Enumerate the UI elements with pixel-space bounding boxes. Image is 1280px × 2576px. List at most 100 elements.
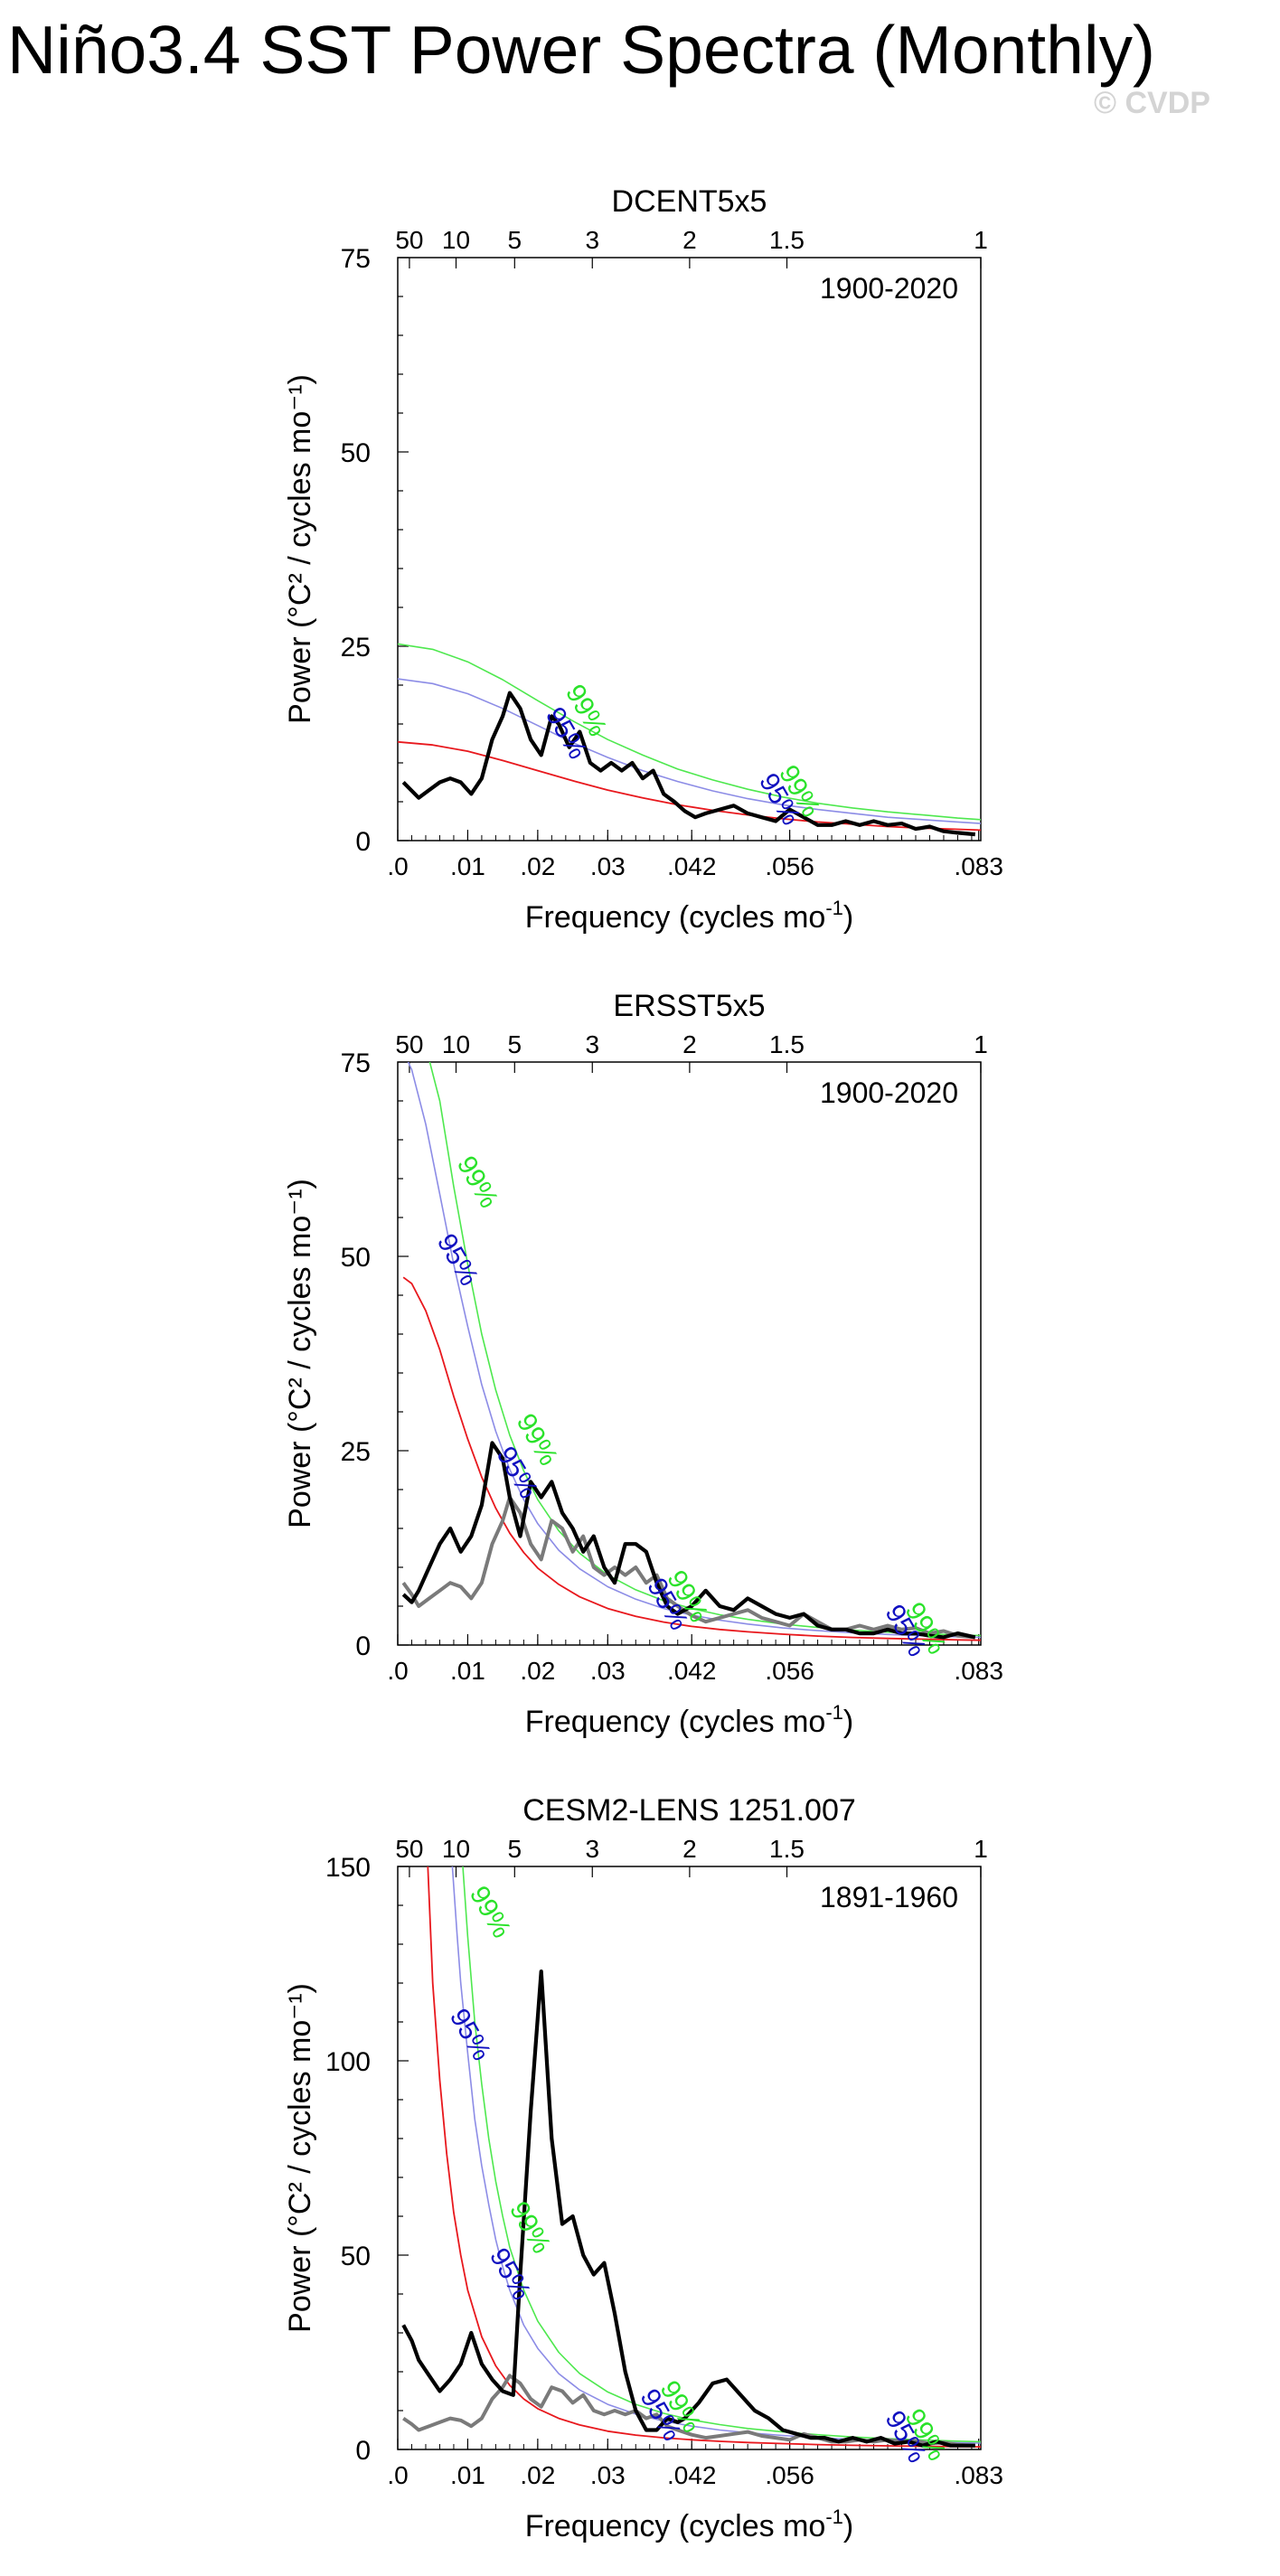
x-tick-label: .042 (667, 852, 717, 880)
x-tick-label: .01 (450, 852, 485, 880)
y-tick-label: 25 (341, 1437, 371, 1467)
panel-title: CESM2-LENS 1251.007 (522, 1793, 856, 1828)
x-tick-label: .0 (387, 1657, 408, 1685)
period-tick-label: 2 (682, 1835, 697, 1863)
x-axis-label-sup: -1 (825, 1701, 843, 1724)
plot-frame (397, 1061, 982, 1646)
x-axis-label-sup: -1 (825, 897, 843, 919)
x-tick-label: .01 (450, 1657, 485, 1685)
period-range-label: 1900-2020 (820, 272, 958, 305)
period-tick-label: 2 (682, 226, 697, 254)
x-tick-label: .0 (387, 2461, 408, 2489)
period-tick-label: 3 (585, 226, 599, 254)
x-tick-label: .02 (520, 852, 555, 880)
panel-title: DCENT5x5 (612, 184, 767, 219)
x-tick-label: .056 (765, 2461, 814, 2489)
x-tick-label: .03 (590, 2461, 626, 2489)
y-tick-label: 100 (325, 2047, 371, 2077)
y-axis-label: Power (°C² / cycles mo⁻¹) (283, 1983, 317, 2333)
main-title: Niño3.4 SST Power Spectra (Monthly) (7, 12, 1155, 88)
x-axis-label-text: Frequency (cycles mo (525, 1705, 826, 1739)
confidence-label-99pct: 99% (451, 1152, 504, 1214)
x-axis-label: Frequency (cycles mo-1) (525, 897, 853, 935)
x-axis-label-text: Frequency (cycles mo (525, 900, 826, 935)
y-axis-label: Power (°C² / cycles mo⁻¹) (283, 374, 317, 724)
period-tick-label: 5 (508, 1835, 522, 1863)
series-line-99pct (462, 1866, 981, 2443)
series-line-red-noise (427, 1866, 981, 2448)
period-tick-label: 1 (974, 1835, 988, 1863)
x-axis-label-close: ) (843, 1705, 853, 1739)
series-group (401, 1062, 981, 1641)
y-tick-label: 0 (355, 2436, 371, 2466)
period-tick-label: 10 (442, 226, 470, 254)
x-tick-label: .056 (765, 1657, 814, 1685)
x-tick-label: .083 (954, 2461, 1003, 2489)
y-tick-label: 150 (325, 1853, 371, 1883)
series-line-red-noise (398, 740, 981, 832)
x-tick-label: .03 (590, 1657, 626, 1685)
period-tick-label: 10 (442, 1030, 470, 1058)
x-axis-label-close: ) (843, 900, 853, 935)
x-axis-label: Frequency (cycles mo-1) (525, 1701, 853, 1739)
x-tick-label: .042 (667, 2461, 717, 2489)
period-tick-label: 1.5 (769, 226, 805, 254)
series-line-obs (401, 1441, 976, 1640)
x-axis-label-sup: -1 (825, 2505, 843, 2528)
y-tick-label: 50 (341, 1243, 371, 1273)
period-tick-label: 1 (974, 226, 988, 254)
period-tick-label: 50 (395, 226, 423, 254)
period-tick-label: 5 (508, 1030, 522, 1058)
x-tick-label: .083 (954, 1657, 1003, 1685)
x-tick-label: .083 (954, 852, 1003, 880)
series-line-obs (401, 1970, 975, 2448)
y-tick-label: 50 (341, 2242, 371, 2271)
spectrum-panel-ersst: ERSST5x50255075.0.01.02.03.042.056.08350… (283, 989, 1003, 1739)
panel-title: ERSST5x5 (613, 989, 765, 1023)
period-tick-label: 50 (395, 1835, 423, 1863)
x-axis-label-close: ) (843, 2509, 853, 2543)
x-tick-label: .02 (520, 1657, 555, 1685)
series-group (398, 643, 981, 837)
period-tick-label: 3 (585, 1030, 599, 1058)
period-range-label: 1900-2020 (820, 1076, 958, 1109)
period-range-label: 1891-1960 (820, 1881, 958, 1913)
series-line-95pct (451, 1866, 981, 2444)
series-line-comparison (401, 1495, 975, 1640)
period-tick-label: 1 (974, 1030, 988, 1058)
series-line-95pct (407, 1062, 981, 1639)
spectrum-panel-dcent: DCENT5x50255075.0.01.02.03.042.056.08350… (283, 184, 1003, 935)
x-tick-label: .0 (387, 852, 408, 880)
y-tick-label: 75 (341, 1048, 371, 1078)
x-axis-label-text: Frequency (cycles mo (525, 2509, 826, 2543)
cvdp-watermark: © CVDP (1094, 86, 1210, 120)
y-axis-label: Power (°C² / cycles mo⁻¹) (283, 1179, 317, 1528)
spectrum-panel-cesm2: CESM2-LENS 1251.007050100150.0.01.02.03.… (283, 1793, 1003, 2543)
series-line-obs (401, 691, 975, 837)
x-tick-label: .01 (450, 2461, 485, 2489)
series-group (401, 1866, 981, 2448)
y-tick-label: 50 (341, 438, 371, 468)
series-line-99pct (428, 1062, 981, 1637)
period-tick-label: 3 (585, 1835, 599, 1863)
x-tick-label: .042 (667, 1657, 717, 1685)
series-line-red-noise (402, 1276, 981, 1641)
plot-frame (397, 1866, 982, 2450)
y-tick-label: 0 (355, 827, 371, 857)
period-tick-label: 5 (508, 226, 522, 254)
confidence-label-99pct: 99% (464, 1881, 517, 1943)
x-tick-label: .056 (765, 852, 814, 880)
period-tick-label: 50 (395, 1030, 423, 1058)
series-line-95pct (398, 678, 981, 824)
period-tick-label: 2 (682, 1030, 697, 1058)
y-tick-label: 75 (341, 244, 371, 274)
confidence-label-95pct: 95% (444, 2004, 497, 2066)
period-tick-label: 1.5 (769, 1835, 805, 1863)
plot-frame (397, 257, 982, 841)
y-tick-label: 0 (355, 1631, 371, 1661)
confidence-label-95pct: 95% (431, 1229, 485, 1292)
y-tick-label: 25 (341, 633, 371, 663)
x-axis-label: Frequency (cycles mo-1) (525, 2505, 853, 2543)
period-tick-label: 1.5 (769, 1030, 805, 1058)
period-tick-label: 10 (442, 1835, 470, 1863)
